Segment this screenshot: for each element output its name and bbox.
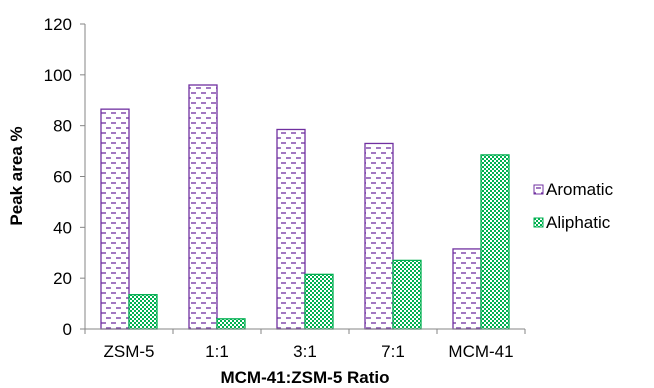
bars bbox=[100, 84, 510, 330]
x-tick-label: 3:1 bbox=[293, 342, 317, 361]
bar-aromatic-0 bbox=[100, 108, 130, 330]
bar-aliphatic-4 bbox=[480, 154, 510, 330]
x-tick-label: ZSM-5 bbox=[104, 342, 155, 361]
legend-item-aromatic: Aromatic bbox=[533, 180, 614, 199]
bar-aliphatic-0 bbox=[128, 294, 158, 330]
y-tick-label: 120 bbox=[44, 15, 72, 34]
bar-aromatic-1 bbox=[188, 84, 218, 330]
legend-item-aliphatic: Aliphatic bbox=[533, 213, 611, 232]
x-tick-label: 1:1 bbox=[205, 342, 229, 361]
legend-label-aromatic: Aromatic bbox=[546, 180, 614, 199]
y-tick-label: 20 bbox=[53, 269, 72, 288]
bar-aliphatic-3 bbox=[392, 259, 422, 330]
y-tick-label: 40 bbox=[53, 218, 72, 237]
x-tick-label: MCM-41 bbox=[448, 342, 513, 361]
y-tick-label: 100 bbox=[44, 66, 72, 85]
y-axis-title: Peak area % bbox=[7, 126, 26, 225]
legend-swatch-aromatic bbox=[533, 184, 544, 195]
y-axis-ticks: 0 20 40 60 80 100 120 bbox=[44, 15, 85, 339]
y-tick-label: 0 bbox=[63, 320, 72, 339]
x-axis-ticks: ZSM-5 1:1 3:1 7:1 MCM-41 bbox=[84, 329, 526, 361]
bar-aromatic-4 bbox=[452, 248, 482, 330]
x-axis-title: MCM-41:ZSM-5 Ratio bbox=[220, 368, 389, 387]
bar-aliphatic-2 bbox=[304, 273, 334, 330]
y-tick-label: 60 bbox=[53, 168, 72, 187]
legend: Aromatic Aliphatic bbox=[533, 180, 614, 232]
bar-aromatic-3 bbox=[364, 142, 394, 330]
x-tick-label: 7:1 bbox=[381, 342, 405, 361]
y-tick-label: 80 bbox=[53, 117, 72, 136]
bar-aromatic-2 bbox=[276, 128, 306, 330]
bar-aliphatic-1 bbox=[216, 318, 246, 330]
legend-swatch-aliphatic bbox=[533, 217, 544, 228]
legend-label-aliphatic: Aliphatic bbox=[546, 213, 611, 232]
